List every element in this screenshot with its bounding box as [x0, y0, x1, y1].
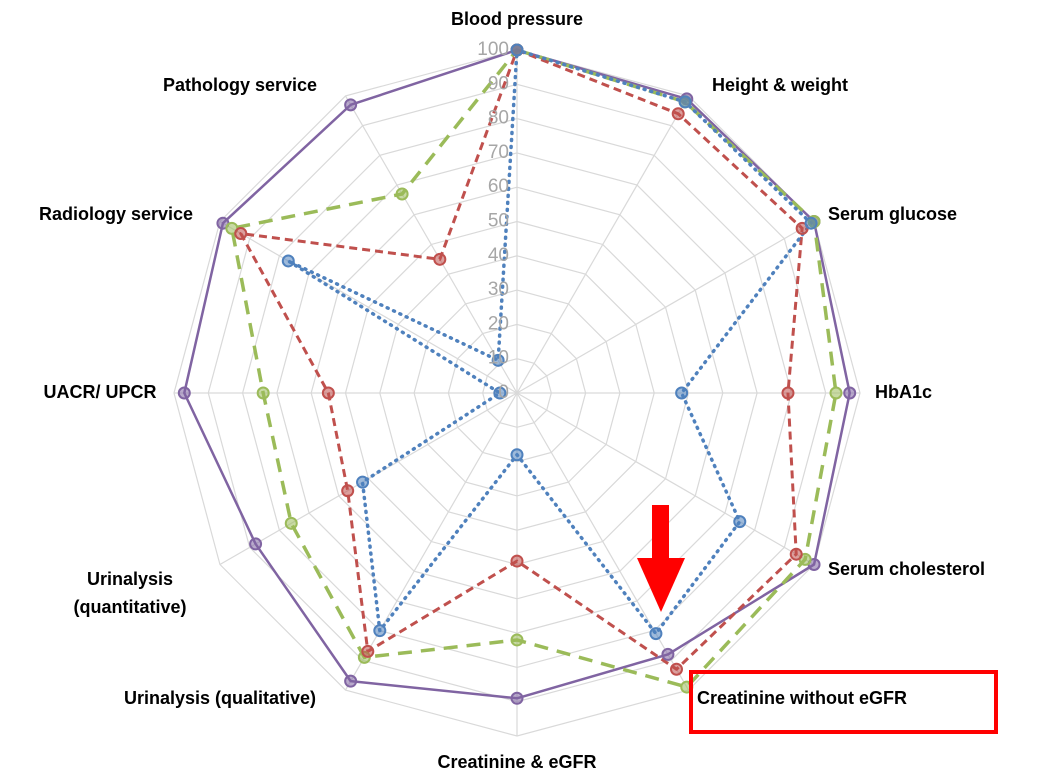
- r-tick-label: 40: [488, 245, 509, 266]
- grid: [173, 49, 861, 737]
- marker: [321, 386, 335, 400]
- marker: [829, 386, 843, 400]
- marker: [671, 107, 685, 121]
- marker: [661, 647, 675, 661]
- marker: [733, 515, 747, 529]
- marker: [344, 674, 358, 688]
- labels: 0 10 20 30 40 50 60 70 80 90 100 Blood pressure Heig…: [39, 9, 985, 772]
- arrow-shaft: [652, 505, 669, 561]
- category-label: Creatinine & eGFR: [437, 752, 596, 772]
- marker: [177, 386, 191, 400]
- marker: [510, 448, 524, 462]
- marker: [281, 254, 295, 268]
- r-tick-label: 90: [488, 73, 509, 94]
- marker: [344, 98, 358, 112]
- arrow-head: [637, 558, 685, 612]
- marker: [678, 95, 692, 109]
- spoke: [344, 392, 518, 691]
- series-line: [230, 48, 838, 689]
- marker: [789, 547, 803, 561]
- marker: [649, 627, 663, 641]
- r-tick-label: 10: [488, 348, 509, 369]
- category-label: UACR/ UPCR: [43, 382, 156, 402]
- marker: [361, 644, 375, 658]
- marker: [843, 386, 857, 400]
- marker: [804, 216, 818, 230]
- spoke: [344, 95, 518, 394]
- marker: [249, 537, 263, 551]
- r-tick-label: 80: [488, 108, 509, 129]
- marker: [781, 386, 795, 400]
- marker: [510, 691, 524, 705]
- category-label: Pathology service: [163, 75, 317, 95]
- spoke: [219, 220, 518, 394]
- category-label: Height & weight: [712, 75, 848, 95]
- category-label: HbA1c: [875, 382, 932, 402]
- category-label: Radiology service: [39, 204, 193, 224]
- category-label: Blood pressure: [451, 9, 583, 29]
- spoke: [516, 392, 815, 566]
- marker: [341, 484, 355, 498]
- r-tick-label: 60: [488, 176, 509, 197]
- marker: [284, 516, 298, 530]
- marker: [510, 633, 524, 647]
- spoke: [516, 392, 690, 691]
- marker: [491, 353, 505, 367]
- series-line: [286, 48, 813, 636]
- label-line: (quantitative): [73, 597, 186, 617]
- r-tick-label: 20: [488, 313, 509, 334]
- label-line: Urinalysis: [87, 569, 173, 589]
- category-label: Serum cholesterol: [828, 559, 985, 579]
- r-tick-label: 50: [488, 211, 509, 232]
- r-tick-label: 0: [498, 382, 509, 403]
- category-label: Urinalysis (quantitative): [73, 569, 186, 617]
- spoke: [516, 220, 815, 394]
- category-label: Urinalysis (qualitative): [124, 688, 316, 708]
- marker: [433, 252, 447, 266]
- marker: [510, 554, 524, 568]
- marker: [510, 43, 524, 57]
- r-tick-label: 70: [488, 142, 509, 163]
- marker: [669, 662, 683, 676]
- marker: [675, 386, 689, 400]
- marker: [234, 227, 248, 241]
- marker: [373, 624, 387, 638]
- category-label: Serum glucose: [828, 204, 957, 224]
- r-tick-label: 100: [477, 39, 509, 60]
- highlight-box: [689, 670, 998, 734]
- marker: [356, 475, 370, 489]
- spoke: [516, 95, 690, 394]
- category-label: Creatinine without eGFR: [697, 688, 907, 708]
- marker: [493, 386, 507, 400]
- r-tick-label: 30: [488, 279, 509, 300]
- marker: [395, 187, 409, 201]
- series-layer: [177, 43, 857, 705]
- marker: [256, 386, 270, 400]
